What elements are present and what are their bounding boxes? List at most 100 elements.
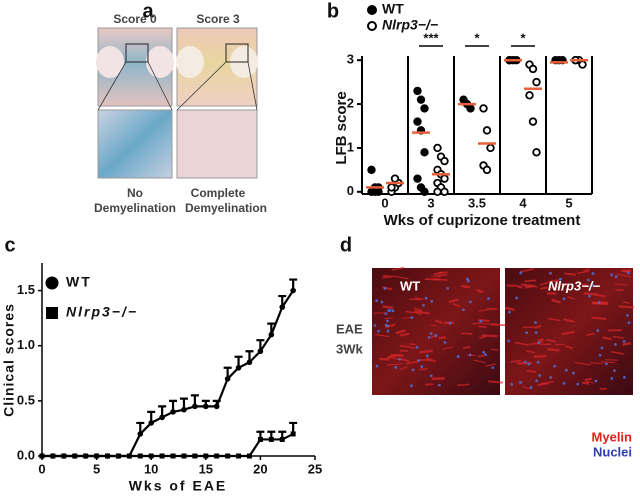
point xyxy=(105,453,111,459)
texture xyxy=(591,316,607,320)
texture xyxy=(576,382,580,386)
point xyxy=(203,403,209,410)
texture xyxy=(488,380,503,384)
texture xyxy=(510,359,522,363)
texture xyxy=(533,354,547,358)
y-axis-label: Clinical scores xyxy=(1,303,17,417)
point xyxy=(257,436,263,442)
texture xyxy=(399,344,415,349)
texture xyxy=(596,294,606,298)
point xyxy=(137,431,144,437)
row-label: EAE xyxy=(336,321,363,336)
texture xyxy=(527,362,531,366)
significance-label: * xyxy=(520,30,526,45)
texture xyxy=(514,341,529,346)
texture xyxy=(377,329,380,333)
texture xyxy=(562,381,566,385)
texture xyxy=(515,296,519,300)
texture xyxy=(567,296,575,300)
texture xyxy=(519,381,522,384)
texture xyxy=(537,341,541,345)
point xyxy=(213,403,220,410)
significance-label: * xyxy=(474,30,480,45)
texture xyxy=(384,317,393,320)
dot xyxy=(387,183,396,192)
texture xyxy=(387,356,401,361)
texture xyxy=(622,375,626,379)
texture xyxy=(410,384,413,388)
texture xyxy=(536,360,540,364)
legend-label: Nlrp3−/− xyxy=(66,304,138,320)
point xyxy=(257,348,264,355)
texture xyxy=(551,298,562,304)
texture xyxy=(626,314,629,317)
texture xyxy=(482,350,486,354)
x-axis-label: Wks of EAE xyxy=(129,478,228,494)
column-title: Score 3 xyxy=(196,12,240,26)
texture xyxy=(549,271,552,275)
point xyxy=(39,453,45,459)
dot xyxy=(433,143,442,153)
texture xyxy=(614,275,618,279)
point xyxy=(268,331,275,338)
texture xyxy=(586,332,595,336)
texture xyxy=(476,288,484,294)
dot xyxy=(528,117,538,126)
texture xyxy=(487,297,490,301)
legend-label: WT xyxy=(382,1,404,17)
texture xyxy=(537,338,544,343)
texture xyxy=(534,331,538,335)
texture xyxy=(436,273,448,278)
texture xyxy=(433,271,444,276)
point xyxy=(225,453,231,459)
texture xyxy=(386,329,390,333)
texture xyxy=(456,355,460,358)
texture xyxy=(490,323,506,327)
texture xyxy=(477,354,485,358)
x-tick-label: 0 xyxy=(38,461,45,476)
texture xyxy=(583,292,598,296)
dot xyxy=(433,187,442,197)
point xyxy=(181,406,187,413)
y-tick-label: 1 xyxy=(347,139,354,154)
texture xyxy=(622,301,630,305)
dot xyxy=(416,95,426,104)
texture xyxy=(610,377,614,380)
point xyxy=(115,453,121,459)
texture xyxy=(387,309,391,313)
y-tick-label: 0.0 xyxy=(17,447,35,462)
texture xyxy=(613,369,616,373)
texture xyxy=(547,317,561,322)
texture xyxy=(545,280,559,284)
dot xyxy=(486,143,495,153)
texture xyxy=(468,300,472,304)
legend-marker xyxy=(367,21,377,31)
texture xyxy=(438,336,447,340)
texture xyxy=(410,316,414,320)
texture xyxy=(538,374,542,377)
texture xyxy=(561,330,575,336)
texture xyxy=(479,319,483,323)
dot xyxy=(420,187,429,197)
texture xyxy=(478,309,488,312)
x-tick-label: 3.5 xyxy=(468,195,486,210)
texture xyxy=(535,379,539,383)
texture xyxy=(462,308,465,312)
x-tick-label: 5 xyxy=(93,461,100,476)
texture xyxy=(523,360,527,364)
texture xyxy=(425,354,429,358)
texture xyxy=(442,346,454,350)
texture xyxy=(434,334,437,337)
texture xyxy=(481,334,498,338)
panel-letter: d xyxy=(340,234,352,256)
texture xyxy=(460,284,471,289)
panel-a-images xyxy=(96,27,258,179)
caption: Demyelination xyxy=(94,201,176,215)
point xyxy=(236,453,242,459)
texture xyxy=(391,266,405,271)
texture xyxy=(478,325,487,328)
texture xyxy=(485,363,496,367)
point xyxy=(94,453,100,459)
texture xyxy=(386,319,389,323)
